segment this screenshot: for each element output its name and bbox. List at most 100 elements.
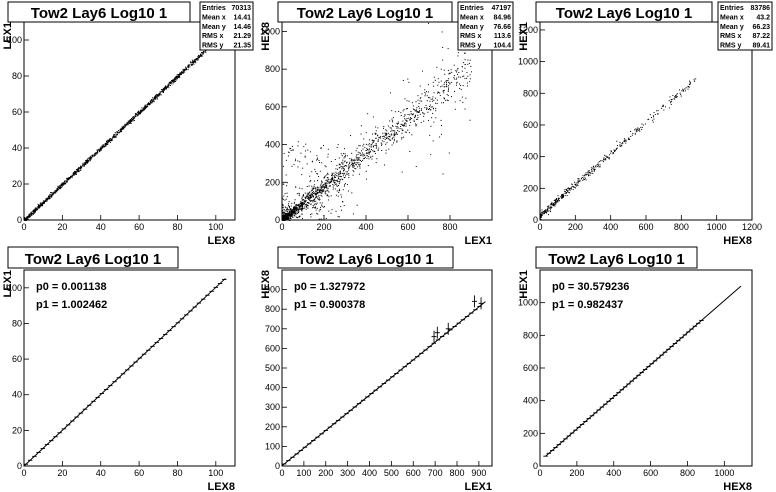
data-point (340, 173, 342, 175)
data-point (366, 155, 368, 157)
stats-label: RMS y (202, 43, 224, 50)
data-point (27, 218, 29, 220)
data-point (344, 155, 346, 157)
data-point (68, 178, 70, 180)
x-tick-label: 1000 (707, 222, 727, 232)
data-point (148, 102, 150, 104)
data-point (364, 146, 366, 148)
data-point (592, 172, 594, 174)
stats-value: 14.46 (233, 24, 251, 31)
data-point (404, 114, 406, 116)
data-point (371, 139, 373, 141)
data-point (156, 98, 158, 100)
data-point (82, 163, 84, 165)
data-point (391, 118, 393, 120)
data-point (352, 163, 354, 165)
data-point (101, 146, 103, 148)
data-point (343, 168, 345, 170)
data-point (338, 176, 340, 178)
data-point (82, 165, 84, 167)
data-point (57, 188, 59, 190)
data-point (333, 181, 335, 183)
data-point (128, 121, 130, 123)
data-point (39, 206, 41, 208)
data-point (122, 127, 124, 129)
data-point (317, 189, 319, 191)
data-point (374, 151, 376, 153)
data-point (194, 60, 196, 62)
x-tick-label: 400 (606, 468, 621, 478)
data-point (366, 152, 368, 154)
data-point (316, 193, 318, 195)
data-point (683, 90, 685, 92)
data-point (131, 118, 133, 120)
data-point (315, 196, 317, 198)
data-point (307, 201, 309, 203)
data-point (340, 166, 342, 168)
data-point (403, 122, 405, 124)
data-point (36, 208, 38, 210)
data-point (187, 65, 189, 67)
data-point (73, 171, 75, 173)
data-point (541, 209, 543, 211)
data-point (144, 105, 146, 107)
data-point (368, 158, 370, 160)
data-point (689, 82, 691, 84)
data-point (145, 106, 147, 108)
fit-param: p1 = 1.002462 (36, 299, 107, 311)
data-point (637, 128, 639, 130)
data-point (449, 83, 451, 85)
data-point (338, 191, 340, 193)
data-point (288, 151, 290, 153)
data-point (24, 217, 26, 219)
data-point (308, 195, 310, 197)
data-point (365, 143, 367, 145)
data-point (335, 171, 337, 173)
data-point (60, 188, 62, 190)
data-point (31, 213, 33, 215)
data-point (160, 94, 162, 96)
data-point (287, 212, 289, 214)
data-point (449, 82, 451, 84)
data-point (401, 128, 403, 130)
data-point (345, 171, 347, 173)
data-point (321, 205, 323, 207)
x-tick-label: 800 (442, 222, 457, 232)
data-point (417, 111, 419, 113)
data-point (450, 96, 452, 98)
data-point (129, 122, 131, 124)
data-point (355, 154, 357, 156)
data-point (459, 83, 461, 85)
data-point (339, 171, 341, 173)
data-point (424, 91, 426, 93)
data-point (56, 189, 58, 191)
data-point (311, 213, 313, 215)
data-point (303, 207, 305, 209)
y-tick-label: 1000 (260, 26, 280, 36)
data-point (154, 98, 156, 100)
data-point (355, 164, 357, 166)
data-point (311, 194, 313, 196)
data-point (283, 215, 285, 217)
data-point (396, 141, 398, 143)
data-point (615, 148, 617, 150)
data-point (87, 160, 89, 162)
data-point (170, 81, 172, 83)
data-point (378, 137, 380, 139)
data-point (35, 207, 37, 209)
data-point (302, 195, 304, 197)
data-point (286, 217, 288, 219)
data-point (365, 149, 367, 151)
data-point (304, 206, 306, 208)
data-point (342, 175, 344, 177)
data-point (285, 215, 287, 217)
data-point (307, 205, 309, 207)
data-point (308, 191, 310, 193)
data-point (308, 197, 310, 199)
data-point (300, 206, 302, 208)
data-point (288, 216, 290, 218)
data-point (293, 212, 295, 214)
data-point (342, 161, 344, 163)
data-point (316, 155, 318, 157)
